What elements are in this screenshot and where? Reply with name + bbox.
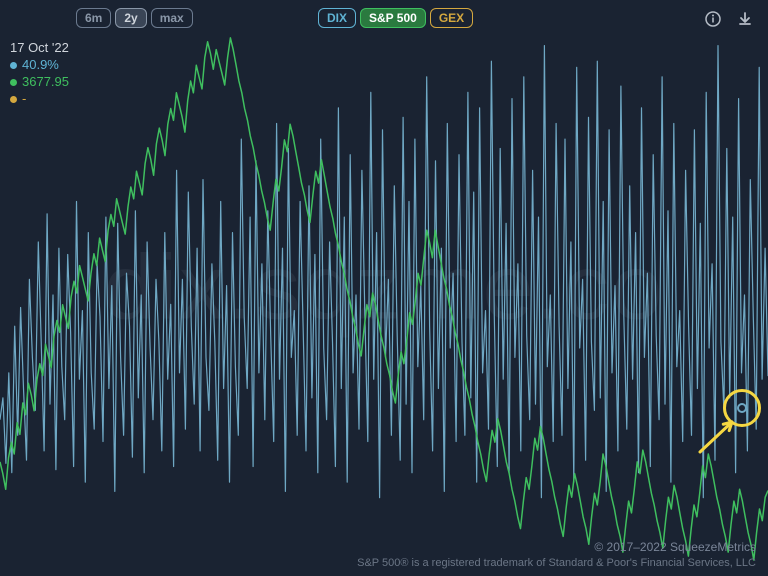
series-sp500-button[interactable]: S&P 500 bbox=[360, 8, 426, 28]
download-icon[interactable] bbox=[736, 10, 754, 28]
series-gex-button[interactable]: GEX bbox=[430, 8, 473, 28]
range-6m-button[interactable]: 6m bbox=[76, 8, 111, 28]
chart-container: 6m 2y max DIX S&P 500 GEX 17 Oct '22 40.… bbox=[0, 0, 768, 576]
copyright-text: © 2017–2022 SqueezeMetrics bbox=[357, 540, 756, 556]
legend-value-gex: - bbox=[22, 91, 26, 108]
toolbar: 6m 2y max DIX S&P 500 GEX bbox=[0, 8, 768, 36]
icon-button-group bbox=[704, 10, 754, 28]
legend: 17 Oct '22 40.9% 3677.95 - bbox=[10, 40, 69, 108]
disclaimer-text: S&P 500® is a registered trademark of St… bbox=[357, 556, 756, 570]
range-button-group: 6m 2y max bbox=[76, 8, 193, 28]
series-toggle-group: DIX S&P 500 GEX bbox=[318, 8, 473, 28]
chart-plot bbox=[0, 0, 768, 576]
legend-dot-dix bbox=[10, 62, 17, 69]
series-dix-button[interactable]: DIX bbox=[318, 8, 356, 28]
range-2y-button[interactable]: 2y bbox=[115, 8, 146, 28]
range-max-button[interactable]: max bbox=[151, 8, 193, 28]
legend-date: 17 Oct '22 bbox=[10, 40, 69, 57]
legend-value-sp500: 3677.95 bbox=[22, 74, 69, 91]
legend-dot-gex bbox=[10, 96, 17, 103]
legend-row-dix: 40.9% bbox=[10, 57, 69, 74]
footer: © 2017–2022 SqueezeMetrics S&P 500® is a… bbox=[357, 540, 756, 570]
legend-row-gex: - bbox=[10, 91, 69, 108]
legend-row-sp500: 3677.95 bbox=[10, 74, 69, 91]
legend-value-dix: 40.9% bbox=[22, 57, 59, 74]
legend-dot-sp500 bbox=[10, 79, 17, 86]
info-icon[interactable] bbox=[704, 10, 722, 28]
